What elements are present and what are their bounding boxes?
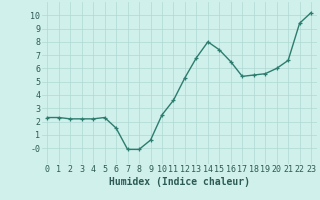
X-axis label: Humidex (Indice chaleur): Humidex (Indice chaleur)	[109, 177, 250, 187]
